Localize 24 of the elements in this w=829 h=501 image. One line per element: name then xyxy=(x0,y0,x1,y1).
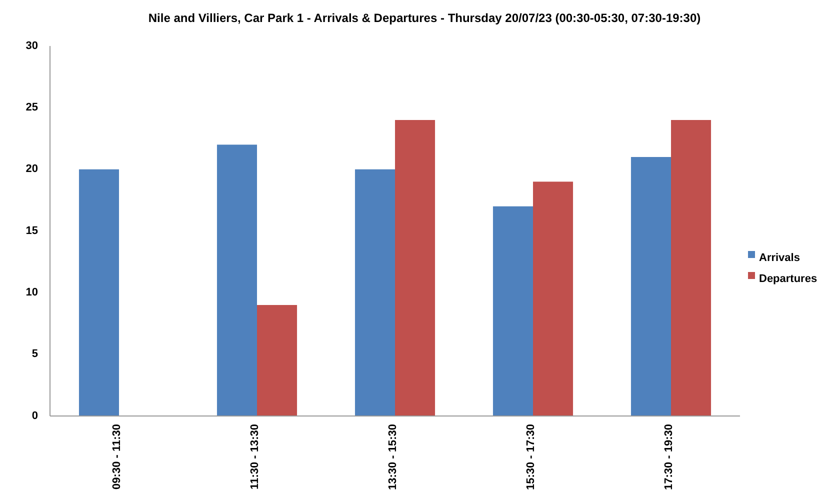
bar xyxy=(533,182,574,416)
bar xyxy=(630,157,671,416)
y-tick-label: 5 xyxy=(32,348,38,360)
y-tick-label: 25 xyxy=(26,102,38,114)
legend-label: Arrivals xyxy=(759,252,800,264)
y-tick-label: 0 xyxy=(32,410,38,422)
bar xyxy=(257,305,298,416)
bar xyxy=(78,169,119,416)
x-tick-label: 13:30 - 15:30 xyxy=(386,424,399,490)
x-tick-label: 11:30 - 13:30 xyxy=(248,424,261,490)
chart-title: Nile and Villiers, Car Park 1 - Arrivals & Departures - Thursday 20/07/23 (00:30-05:30, 07:30-19:30) xyxy=(148,11,701,25)
bar xyxy=(671,120,712,416)
y-tick-label: 30 xyxy=(26,40,38,52)
bar xyxy=(492,206,533,416)
bar xyxy=(354,169,395,416)
bar xyxy=(216,144,257,416)
y-tick-label: 20 xyxy=(26,163,38,176)
x-tick-label: 09:30 - 11:30 xyxy=(110,424,123,490)
y-tick-label: 10 xyxy=(26,286,38,299)
bar xyxy=(395,120,436,416)
x-tick-label: 15:30 - 17:30 xyxy=(524,424,537,490)
x-tick-label: 17:30 - 19:30 xyxy=(662,424,675,490)
y-tick-label: 15 xyxy=(26,224,38,237)
legend-label: Departures xyxy=(759,272,818,285)
